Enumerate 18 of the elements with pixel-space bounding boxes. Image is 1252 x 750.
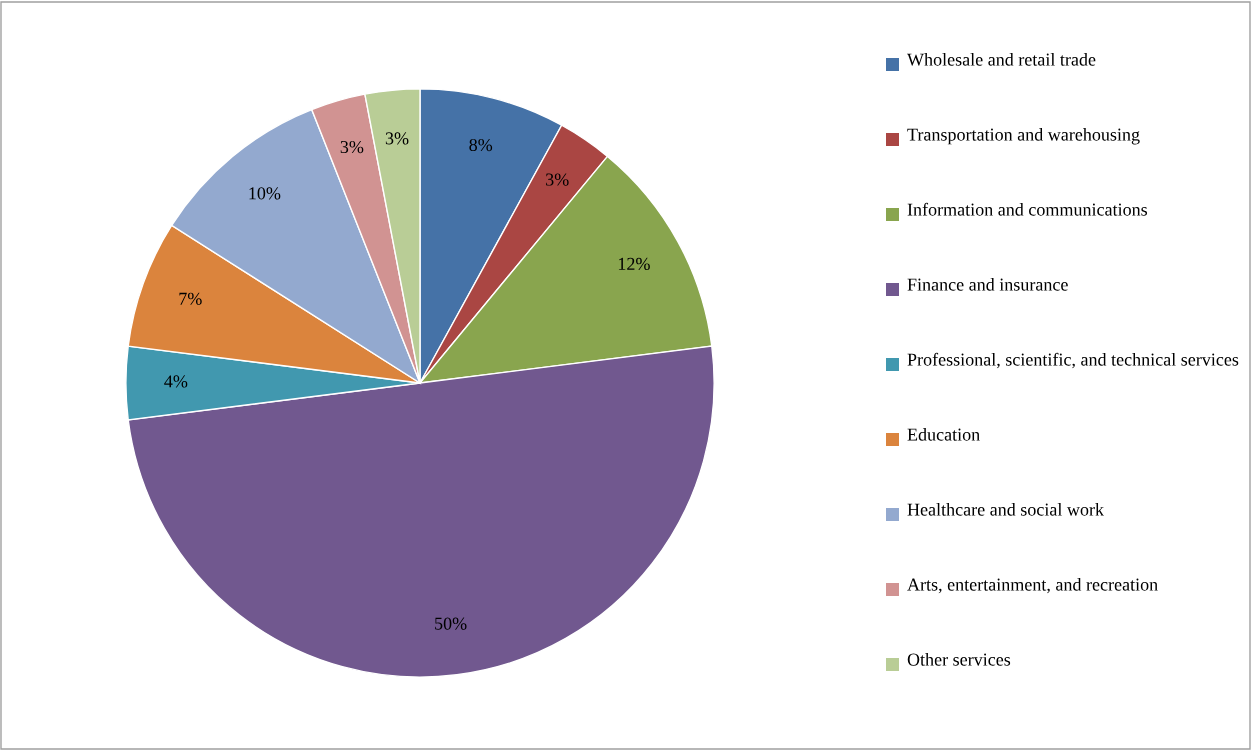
legend-label: Other services	[907, 653, 1011, 666]
data-label: 12%	[618, 257, 650, 270]
legend-label: Wholesale and retail trade	[907, 53, 1096, 66]
data-label: 7%	[179, 292, 202, 305]
legend-label: Professional, scientific, and technical services	[907, 352, 1239, 369]
data-label: 10%	[249, 187, 281, 200]
legend-label: Transportation and warehousing	[907, 128, 1140, 145]
legend-label: Education	[907, 428, 980, 441]
data-label: 3%	[340, 140, 364, 154]
data-label: 4%	[164, 375, 188, 388]
data-label: 8%	[469, 138, 493, 152]
legend-label: Finance and insurance	[907, 278, 1068, 291]
legend-label: Information and communications	[907, 202, 1148, 216]
data-label: 3%	[385, 132, 409, 145]
data-label: 50%	[435, 617, 467, 630]
legend-label: Arts, entertainment, and recreation	[907, 578, 1158, 594]
legend-label: Healthcare and social work	[907, 503, 1105, 516]
data-label: 3%	[546, 173, 569, 186]
